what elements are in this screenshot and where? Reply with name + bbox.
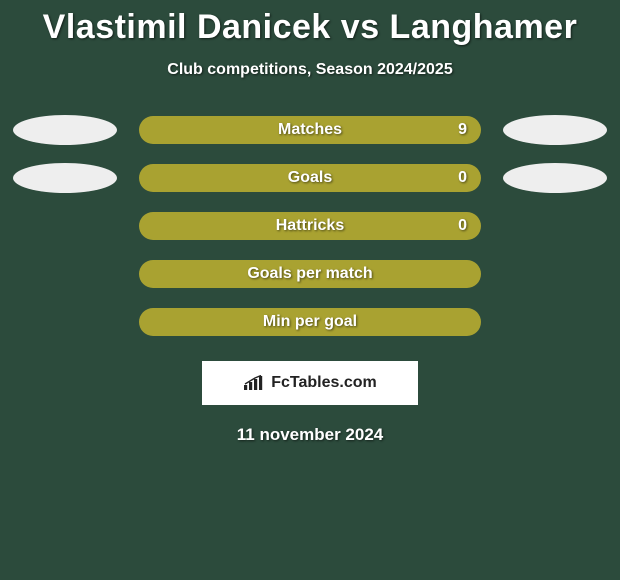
left-ellipse bbox=[13, 211, 117, 241]
subtitle: Club competitions, Season 2024/2025 bbox=[0, 61, 620, 79]
stat-bar: Hattricks 0 bbox=[139, 212, 481, 240]
stat-row: Matches 9 bbox=[0, 115, 620, 145]
stat-bar: Min per goal bbox=[139, 308, 481, 336]
stat-label: Min per goal bbox=[263, 313, 357, 331]
right-ellipse bbox=[503, 259, 607, 289]
stat-row: Goals 0 bbox=[0, 163, 620, 193]
right-ellipse bbox=[503, 163, 607, 193]
right-ellipse bbox=[503, 307, 607, 337]
stat-label: Goals per match bbox=[247, 265, 372, 283]
logo-text: FcTables.com bbox=[271, 374, 377, 392]
stat-row: Hattricks 0 bbox=[0, 211, 620, 241]
stat-row: Goals per match bbox=[0, 259, 620, 289]
right-ellipse bbox=[503, 115, 607, 145]
logo-box: FcTables.com bbox=[202, 361, 418, 405]
right-ellipse bbox=[503, 211, 607, 241]
stat-bar: Goals per match bbox=[139, 260, 481, 288]
bar-wrap: Hattricks 0 bbox=[139, 212, 481, 240]
left-ellipse bbox=[13, 163, 117, 193]
stat-value: 0 bbox=[458, 217, 467, 235]
left-ellipse bbox=[13, 115, 117, 145]
bar-wrap: Goals 0 bbox=[139, 164, 481, 192]
stat-row: Min per goal bbox=[0, 307, 620, 337]
stat-value: 9 bbox=[458, 121, 467, 139]
left-ellipse bbox=[13, 259, 117, 289]
comparison-card: Vlastimil Danicek vs Langhamer Club comp… bbox=[0, 0, 620, 580]
bar-wrap: Goals per match bbox=[139, 260, 481, 288]
bar-chart-icon bbox=[243, 375, 265, 391]
date-label: 11 november 2024 bbox=[0, 425, 620, 445]
stat-value: 0 bbox=[458, 169, 467, 187]
bar-wrap: Matches 9 bbox=[139, 116, 481, 144]
bar-wrap: Min per goal bbox=[139, 308, 481, 336]
stat-label: Matches bbox=[278, 121, 342, 139]
left-ellipse bbox=[13, 307, 117, 337]
stat-bar: Goals 0 bbox=[139, 164, 481, 192]
page-title: Vlastimil Danicek vs Langhamer bbox=[0, 8, 620, 47]
stat-label: Hattricks bbox=[276, 217, 344, 235]
stat-bar: Matches 9 bbox=[139, 116, 481, 144]
stat-label: Goals bbox=[288, 169, 332, 187]
stat-rows: Matches 9 Goals 0 Hattricks 0 Goals per match M… bbox=[0, 115, 620, 337]
